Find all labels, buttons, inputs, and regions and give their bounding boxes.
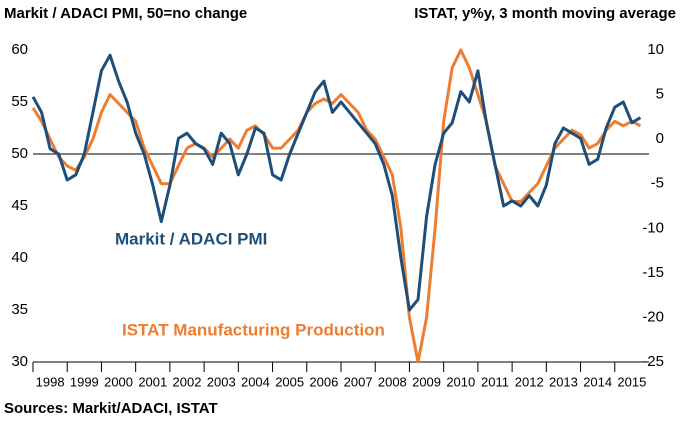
x-tick-label: 2012 [515,374,544,389]
x-tick-label: 2009 [412,374,441,389]
chart-title: Markit / ADACI PMI, 50=no change [4,5,247,22]
y-tick-label: 55 [11,93,28,110]
x-tick-label: 1999 [70,374,99,389]
x-tick-label: 2000 [104,374,133,389]
x-tick-label: 1998 [36,374,65,389]
y-tick-label: 60 [11,41,28,58]
series-line [31,48,642,364]
y-tick-label: 45 [11,197,28,214]
x-tick-label: 2010 [446,374,475,389]
source: Sources: Markit/ADACI, ISTAT [4,400,218,417]
y-tick-label: 40 [11,249,28,266]
x-tick-label: 2005 [275,374,304,389]
annotation: ISTAT Manufacturing Production [122,320,385,339]
y2-title: ISTAT, y%y, 3 month moving average [414,5,676,22]
series-line [31,53,642,312]
y2-tick-label: -5 [651,175,664,192]
x-tick-label: 2002 [173,374,202,389]
y-tick-label: 30 [11,353,28,370]
y2-tick-label: -25 [642,353,664,370]
x-tick-label: 2014 [583,374,612,389]
y2-tick-label: -20 [642,308,664,325]
x-tick-label: 2004 [241,374,270,389]
y2-tick-label: 0 [656,130,664,147]
y-tick-label: 50 [11,145,28,162]
x-tick-label: 2003 [207,374,236,389]
x-tick-label: 2013 [549,374,578,389]
x-tick-label: 2008 [378,374,407,389]
x-tick-label: 2007 [344,374,373,389]
y2-tick-label: -15 [642,264,664,281]
x-tick-label: 2006 [309,374,338,389]
y2-tick-label: 5 [656,86,664,103]
x-tick-label: 2011 [481,374,509,389]
x-tick-label: 2015 [617,374,646,389]
y2-tick-label: -10 [642,219,664,236]
x-tick-label: 2001 [138,374,167,389]
y2-tick-label: 10 [647,41,664,58]
annotation: Markit / ADACI PMI [115,229,267,248]
y-tick-label: 35 [11,301,28,318]
